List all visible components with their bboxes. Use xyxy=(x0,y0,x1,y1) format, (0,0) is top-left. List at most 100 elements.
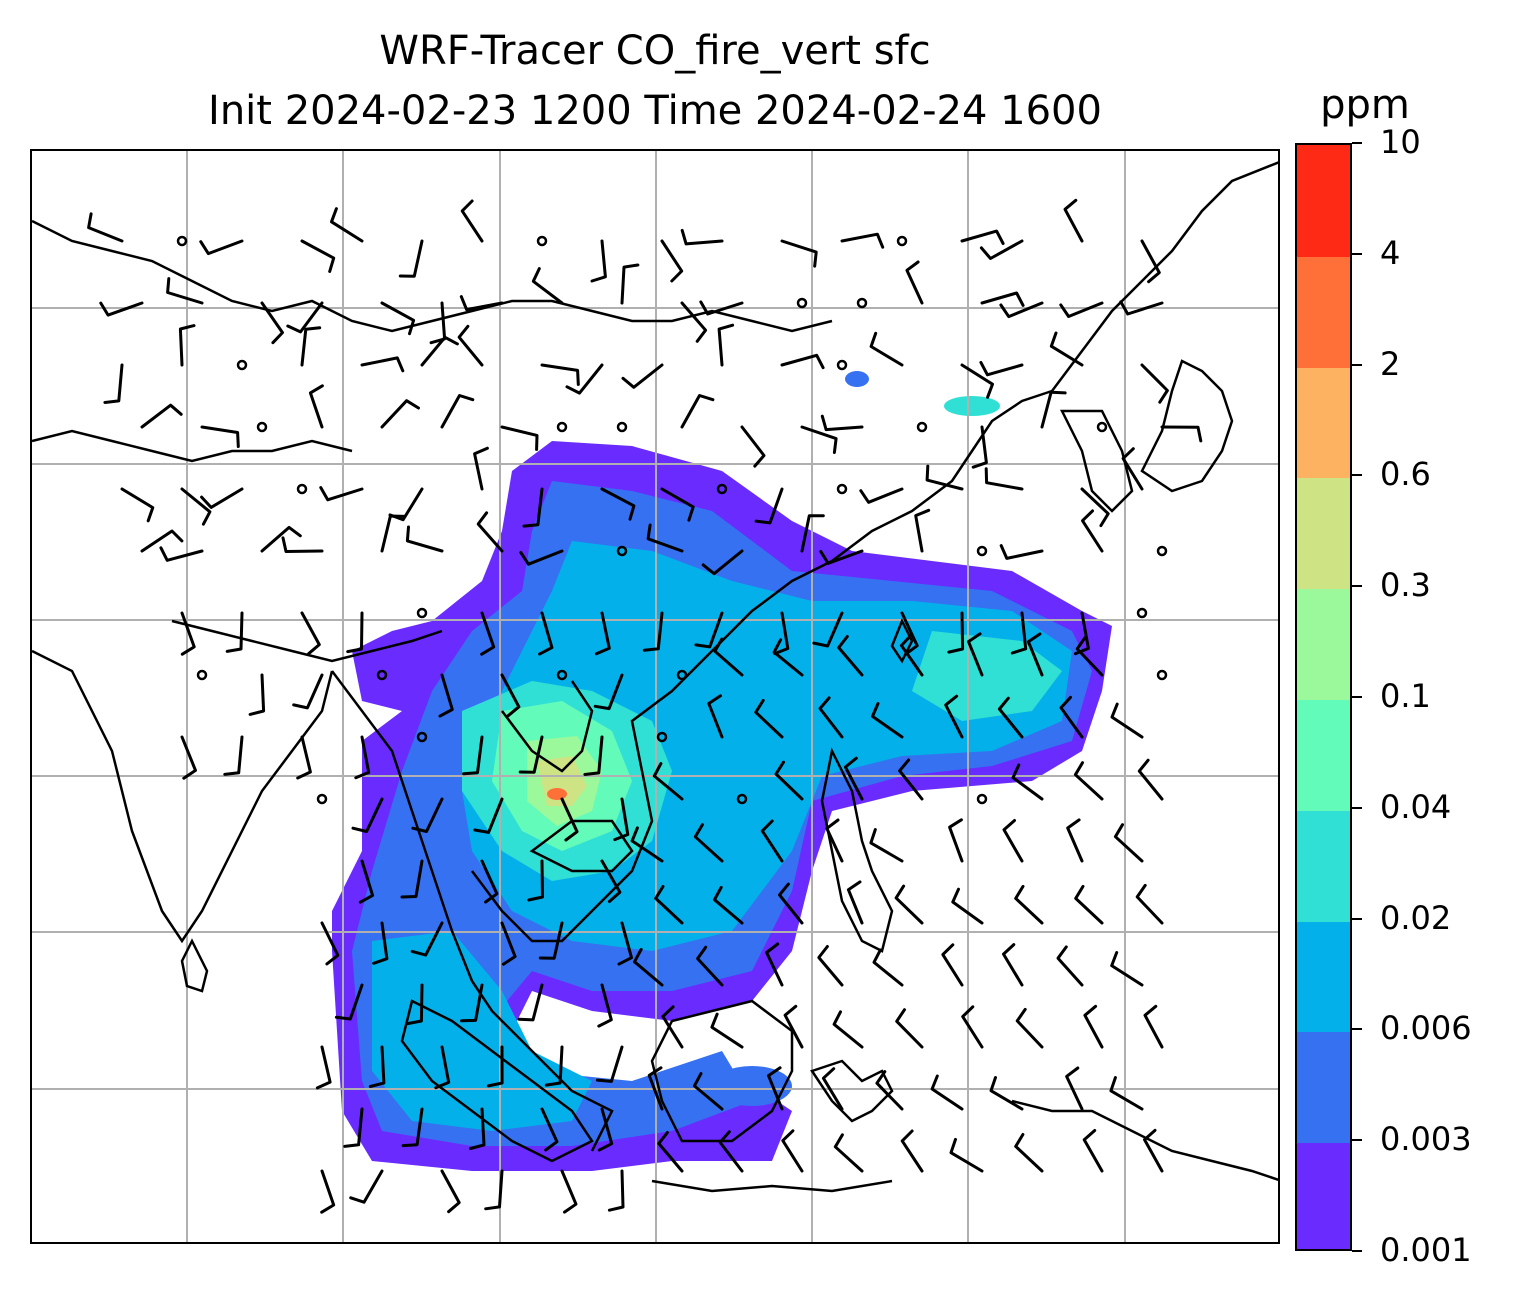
wind-barb xyxy=(180,611,196,656)
calm-wind-circle xyxy=(196,669,208,681)
wind-barb xyxy=(707,694,724,739)
wind-barb xyxy=(846,880,864,925)
calm-wind-circle xyxy=(896,235,908,247)
wind-barb xyxy=(594,611,611,656)
wind-barb xyxy=(871,702,904,739)
wind-barb xyxy=(1049,331,1084,367)
calm-wind-circle xyxy=(916,421,928,433)
colorbar-tick xyxy=(1352,1250,1362,1252)
calm-wind-circle xyxy=(856,297,868,309)
coast-india xyxy=(32,649,334,944)
wind-barb xyxy=(718,1130,744,1173)
wind-barb xyxy=(351,797,384,833)
map-title-line1: WRF-Tracer CO_fire_vert sfc xyxy=(379,28,931,74)
plume-borneo xyxy=(712,1066,792,1106)
wind-barb xyxy=(780,239,818,268)
wind-barb xyxy=(818,696,844,739)
wind-barb xyxy=(519,549,564,566)
wind-barb xyxy=(944,694,964,739)
wind-barb xyxy=(486,1045,504,1088)
wind-barb xyxy=(1015,1007,1044,1049)
wind-barb xyxy=(646,523,684,553)
wind-barb xyxy=(869,828,904,863)
wind-barb xyxy=(949,1137,984,1173)
coast-newguinea xyxy=(1011,1099,1278,1181)
colorbar-tick xyxy=(1352,1139,1362,1142)
calm-wind-circle xyxy=(1156,669,1168,681)
wind-barb xyxy=(1110,702,1144,739)
wind-barb xyxy=(600,859,622,903)
wind-barb xyxy=(480,611,496,656)
wind-barb xyxy=(565,363,604,395)
wind-barb xyxy=(410,921,444,957)
wind-barb xyxy=(979,239,1024,260)
wind-barb xyxy=(654,885,684,925)
wind-barb xyxy=(473,446,489,491)
wind-barb xyxy=(967,632,984,677)
calm-wind-circle xyxy=(176,235,188,247)
wind-barb xyxy=(1113,823,1144,863)
wind-barb xyxy=(693,823,724,863)
wind-barb xyxy=(710,1012,744,1049)
wind-barb xyxy=(538,921,564,960)
wind-barb xyxy=(914,508,931,553)
coast-taiwan xyxy=(890,617,914,664)
wind-barb xyxy=(800,514,825,553)
colorbar-tick xyxy=(1352,142,1362,144)
wind-barb xyxy=(1074,884,1104,925)
wind-barb xyxy=(349,1169,384,1204)
wind-barb xyxy=(999,544,1044,560)
wind-barb xyxy=(1014,1133,1044,1173)
wind-barb xyxy=(560,1169,578,1214)
border-laos xyxy=(501,680,594,773)
coast-indochina xyxy=(471,559,833,943)
calm-wind-circle xyxy=(416,607,428,619)
wind-barb xyxy=(320,1169,336,1214)
wind-barb xyxy=(774,760,804,801)
wind-barb xyxy=(411,797,444,833)
wind-barb xyxy=(821,1067,844,1111)
wind-barb xyxy=(633,947,664,987)
wind-barb xyxy=(300,326,322,367)
wind-barb xyxy=(1080,487,1110,528)
wind-barb xyxy=(1119,300,1164,316)
colorbar-tick xyxy=(1352,585,1362,588)
wind-barb xyxy=(260,301,284,345)
wind-barb xyxy=(607,1169,625,1212)
wind-barb xyxy=(859,487,904,504)
wind-barb xyxy=(800,425,838,454)
colorbar-tick xyxy=(1352,474,1362,477)
colorbar-tick xyxy=(1352,1028,1362,1031)
wind-barb xyxy=(780,353,825,370)
wind-barb xyxy=(476,511,504,553)
wind-barb xyxy=(971,425,988,469)
wind-barb xyxy=(1140,363,1169,404)
wind-barb xyxy=(754,698,784,739)
wind-barb xyxy=(960,363,994,399)
wind-barb xyxy=(869,331,904,367)
wind-barb xyxy=(979,360,1024,377)
calm-wind-circle xyxy=(536,235,548,247)
wind-barb xyxy=(713,885,744,925)
wind-barb xyxy=(621,363,664,389)
coast-sumatra xyxy=(400,999,594,1163)
wind-barb xyxy=(825,818,844,863)
wind-barb xyxy=(984,467,1024,491)
wind-barb xyxy=(544,1045,564,1087)
colorbar-tick-label: 0.3 xyxy=(1380,566,1431,605)
wind-barb xyxy=(460,199,484,243)
coast-borneo xyxy=(650,999,794,1143)
wind-barb xyxy=(500,921,517,966)
calm-wind-circle xyxy=(676,669,688,681)
wind-barb xyxy=(319,486,364,502)
wind-barb xyxy=(660,487,695,522)
calm-wind-circle xyxy=(976,793,988,805)
calm-wind-circle xyxy=(976,545,988,557)
wind-barb xyxy=(300,239,336,273)
map-panel[interactable] xyxy=(30,149,1280,1244)
wind-barb xyxy=(583,735,604,776)
wind-barb xyxy=(1160,425,1203,443)
wind-barb xyxy=(613,797,630,842)
colorbar-block xyxy=(1297,145,1350,257)
wind-barb xyxy=(597,983,613,1028)
